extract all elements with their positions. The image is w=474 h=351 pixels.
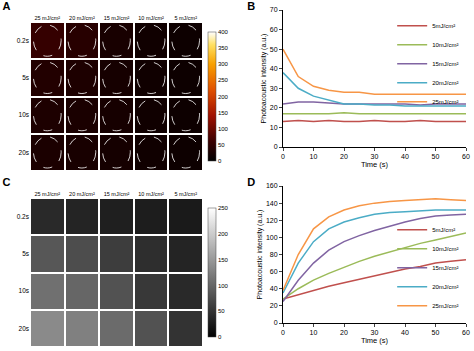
svg-text:15mJ/cm²: 15mJ/cm² — [432, 61, 458, 67]
svg-text:10 mJ/cm²: 10 mJ/cm² — [138, 191, 164, 197]
svg-text:20mJ/cm²: 20mJ/cm² — [432, 80, 458, 86]
svg-text:15 mJ/cm²: 15 mJ/cm² — [104, 191, 130, 197]
svg-text:5 mJ/cm²: 5 mJ/cm² — [174, 15, 197, 21]
svg-text:250: 250 — [218, 77, 229, 83]
svg-text:B: B — [247, 0, 255, 12]
svg-text:300: 300 — [218, 61, 229, 67]
svg-text:25 mJ/cm²: 25 mJ/cm² — [34, 15, 60, 21]
svg-text:200: 200 — [218, 231, 229, 237]
svg-text:5mJ/cm²: 5mJ/cm² — [432, 23, 455, 29]
svg-text:100: 100 — [218, 283, 229, 289]
svg-text:350: 350 — [218, 45, 229, 51]
svg-text:100: 100 — [266, 234, 278, 241]
svg-text:5s: 5s — [22, 74, 30, 81]
svg-text:40: 40 — [401, 329, 409, 336]
svg-text:200: 200 — [218, 94, 229, 100]
svg-text:25mJ/cm²: 25mJ/cm² — [432, 303, 458, 309]
svg-text:25mJ/cm²: 25mJ/cm² — [432, 99, 458, 105]
svg-text:150: 150 — [218, 257, 229, 263]
svg-text:10 mJ/cm²: 10 mJ/cm² — [138, 15, 164, 21]
svg-text:150: 150 — [218, 110, 229, 116]
svg-text:20s: 20s — [19, 149, 30, 156]
svg-text:60: 60 — [270, 26, 278, 33]
svg-text:50: 50 — [432, 153, 440, 160]
svg-text:400: 400 — [218, 29, 229, 35]
svg-text:0: 0 — [218, 334, 222, 340]
svg-text:140: 140 — [266, 200, 278, 207]
svg-text:20: 20 — [340, 153, 348, 160]
svg-text:250: 250 — [218, 205, 229, 211]
svg-text:160: 160 — [266, 182, 278, 189]
svg-text:20: 20 — [270, 104, 278, 111]
svg-text:10s: 10s — [19, 111, 30, 118]
svg-text:50: 50 — [218, 142, 225, 148]
svg-text:50: 50 — [218, 308, 225, 314]
svg-text:10: 10 — [270, 124, 278, 131]
svg-text:60: 60 — [462, 329, 470, 336]
svg-text:Time (s): Time (s) — [361, 160, 389, 169]
svg-text:15mJ/cm²: 15mJ/cm² — [432, 265, 458, 271]
svg-text:10mJ/cm²: 10mJ/cm² — [432, 246, 458, 252]
svg-text:A: A — [2, 0, 10, 12]
svg-text:100: 100 — [218, 126, 229, 132]
svg-text:10mJ/cm²: 10mJ/cm² — [432, 42, 458, 48]
svg-text:15 mJ/cm²: 15 mJ/cm² — [104, 15, 130, 21]
svg-text:20s: 20s — [19, 325, 30, 332]
svg-text:10: 10 — [310, 329, 318, 336]
svg-text:Photoacoustic intensity (a.u.): Photoacoustic intensity (a.u.) — [260, 34, 268, 124]
svg-text:0: 0 — [218, 158, 222, 164]
svg-text:Time (s): Time (s) — [361, 336, 389, 345]
svg-text:50: 50 — [432, 329, 440, 336]
svg-text:30: 30 — [371, 153, 379, 160]
svg-text:40: 40 — [270, 65, 278, 72]
svg-text:60: 60 — [462, 153, 470, 160]
svg-text:120: 120 — [266, 217, 278, 224]
svg-text:20 mJ/cm²: 20 mJ/cm² — [69, 15, 95, 21]
svg-text:80: 80 — [270, 251, 278, 258]
svg-text:0: 0 — [281, 329, 285, 336]
svg-text:C: C — [2, 176, 10, 188]
svg-text:20: 20 — [340, 329, 348, 336]
svg-text:50: 50 — [270, 46, 278, 53]
svg-text:0: 0 — [274, 143, 278, 150]
svg-text:40: 40 — [401, 153, 409, 160]
svg-text:60: 60 — [270, 268, 278, 275]
svg-text:30: 30 — [270, 85, 278, 92]
svg-text:D: D — [247, 176, 255, 188]
svg-text:0: 0 — [281, 153, 285, 160]
svg-text:5s: 5s — [22, 250, 30, 257]
svg-text:5 mJ/cm²: 5 mJ/cm² — [174, 191, 197, 197]
svg-text:0: 0 — [274, 319, 278, 326]
svg-text:70: 70 — [270, 6, 278, 13]
svg-text:20: 20 — [270, 302, 278, 309]
svg-text:0.2s: 0.2s — [17, 37, 30, 44]
svg-text:20mJ/cm²: 20mJ/cm² — [432, 284, 458, 290]
svg-text:0.2s: 0.2s — [17, 213, 30, 220]
svg-text:10: 10 — [310, 153, 318, 160]
svg-text:40: 40 — [270, 285, 278, 292]
svg-text:10s: 10s — [19, 287, 30, 294]
svg-text:Photoacoustic intensity (a.u.): Photoacoustic intensity (a.u.) — [256, 210, 264, 300]
svg-text:30: 30 — [371, 329, 379, 336]
svg-text:25 mJ/cm²: 25 mJ/cm² — [34, 191, 60, 197]
svg-text:5mJ/cm²: 5mJ/cm² — [432, 227, 455, 233]
svg-text:20 mJ/cm²: 20 mJ/cm² — [69, 191, 95, 197]
